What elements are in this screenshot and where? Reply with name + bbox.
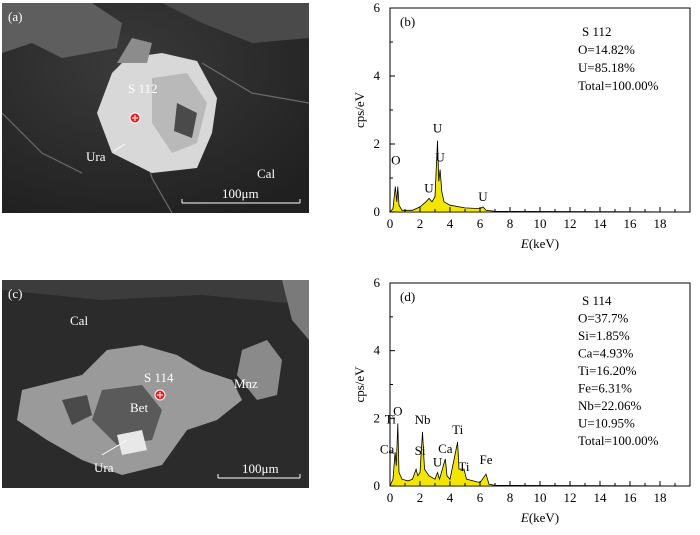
x-tick-label: 16	[624, 216, 638, 231]
mineral-label: Ura	[94, 460, 114, 475]
grain-inclusion	[92, 385, 162, 445]
x-tick-label: 2	[417, 490, 424, 505]
peak-label: U	[433, 121, 443, 136]
x-tick-label: 6	[477, 216, 484, 231]
x-tick-label: 4	[447, 490, 454, 505]
eds-chart-b: 0 2 4 6 8 10 12 14 16 18 0 2 4 6 E(keV) cps/eV (b) S 112 O…	[352, 0, 691, 251]
x-tick-label: 14	[594, 216, 608, 231]
mineral-label: Ura	[86, 149, 106, 164]
grain-inclusion	[62, 395, 92, 425]
peak-label: U	[433, 454, 443, 469]
y-tick-label: 6	[374, 0, 381, 15]
x-tick-label: 8	[507, 216, 514, 231]
composition-line: Total=100.00%	[578, 78, 659, 93]
x-tick-label: 16	[624, 490, 638, 505]
peak-label: Si	[415, 443, 426, 458]
panel-label: (d)	[400, 289, 415, 304]
y-tick-label: 2	[374, 410, 381, 425]
pointer-line	[113, 143, 126, 152]
peak-label: Ca	[438, 441, 453, 456]
composition-line: Fe=6.31%	[578, 381, 632, 396]
peak-label: Ti	[385, 412, 396, 427]
x-tick-label: 8	[507, 490, 514, 505]
composition-line: U=10.95%	[578, 416, 635, 431]
x-tick-label: 6	[477, 490, 484, 505]
uraninite-inclusion	[117, 430, 147, 455]
y-tick-label: 6	[374, 275, 381, 290]
x-tick-label: 10	[534, 490, 547, 505]
x-tick-label: 14	[594, 490, 608, 505]
matrix-label: Cal	[257, 166, 275, 181]
composition-line: Ti=16.20%	[578, 363, 637, 378]
x-tick-label: 10	[534, 216, 547, 231]
scale-bar-label: 100μm	[222, 186, 259, 201]
spot-id-label: S 114	[582, 293, 612, 308]
peak-label: U	[478, 189, 488, 204]
x-tick-label: 0	[387, 490, 394, 505]
mineral-label: Bet	[130, 400, 148, 415]
spot-id-label: S 112	[582, 24, 612, 39]
mineral-region	[2, 3, 122, 58]
scale-bar-label: 100μm	[242, 461, 279, 476]
y-axis-title: cps/eV	[352, 366, 367, 403]
panel-label: (c)	[8, 286, 22, 301]
composition-line: Nb=22.06%	[578, 398, 641, 413]
x-tick-label: 12	[564, 216, 577, 231]
y-tick-label: 4	[374, 68, 381, 83]
y-tick-label: 2	[374, 136, 381, 151]
peak-label: U	[435, 150, 445, 165]
x-tick-label: 12	[564, 490, 577, 505]
composition-line: Total=100.00%	[578, 433, 659, 448]
peak-label: Ti	[458, 459, 469, 474]
x-tick-label: 2	[417, 216, 424, 231]
y-axis-title: cps/eV	[352, 91, 367, 128]
sem-image-a: (a) S 112 Ura Cal 100μm	[2, 3, 309, 213]
grain-inclusion	[174, 103, 197, 138]
x-tick-label: 18	[654, 490, 667, 505]
composition-line: Si=1.85%	[578, 328, 630, 343]
composition-line: O=37.7%	[578, 311, 628, 326]
mineral-region	[162, 3, 309, 43]
composition-line: O=14.82%	[578, 42, 635, 57]
matrix-label: Cal	[70, 313, 88, 328]
y-tick-label: 0	[374, 204, 381, 219]
composition-line: U=85.18%	[578, 60, 635, 75]
eds-chart-d: 0 2 4 6 8 10 12 14 16 18 0 2 4 6 E(keV) cps/eV (d) S 114 O…	[352, 275, 691, 525]
y-tick-label: 4	[374, 343, 381, 358]
sem-image-c: (c) Cal S 114 Bet Mnz Ura 100μm	[2, 280, 309, 488]
x-tick-label: 0	[387, 216, 394, 231]
x-axis-title: E(keV)	[520, 510, 559, 525]
mineral-region	[282, 280, 309, 340]
composition-line: Ca=4.93%	[578, 346, 634, 361]
x-tick-label: 18	[654, 216, 667, 231]
peak-label: O	[393, 403, 402, 418]
spot-label: S 114	[144, 370, 174, 385]
peak-label: Nb	[415, 412, 431, 427]
spot-label: S 112	[128, 81, 158, 96]
peak-label: Ti	[452, 422, 463, 437]
peak-label: Fe	[480, 452, 493, 467]
analysis-spot-cross	[157, 392, 163, 398]
peak-label: U	[424, 180, 434, 195]
mineral-region	[2, 280, 309, 305]
pointer-line	[101, 439, 128, 456]
panel-label: (b)	[400, 14, 415, 29]
mineral-label: Mnz	[234, 376, 258, 391]
analysis-spot-cross	[132, 115, 138, 121]
x-axis-title: E(keV)	[520, 236, 559, 251]
peak-label: O	[391, 153, 400, 168]
plot-frame	[389, 7, 691, 213]
peak-label: Ca	[380, 442, 395, 457]
panel-label: (a)	[8, 9, 22, 24]
grain-fragment	[117, 38, 152, 63]
spectrum-area	[389, 140, 691, 213]
monazite-grain	[237, 340, 282, 400]
y-tick-label: 0	[374, 478, 381, 493]
x-tick-label: 4	[447, 216, 454, 231]
